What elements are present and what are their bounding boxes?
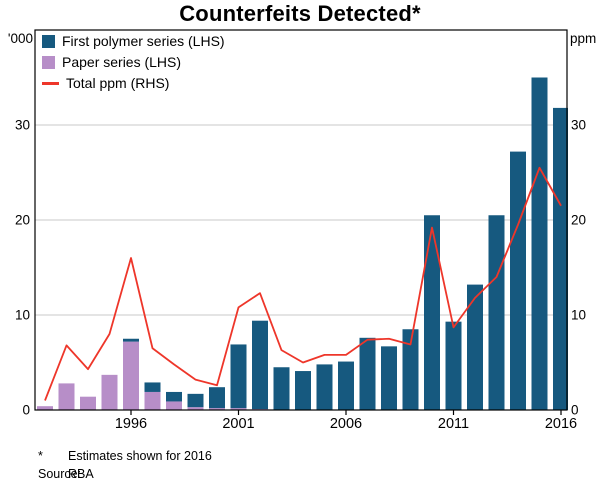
ppm-line-swatch-icon	[42, 82, 59, 85]
footnote-estimates: * Estimates shown for 2016	[38, 449, 212, 463]
paper-bar-1998	[166, 401, 182, 410]
legend-item-paper-series: Paper series (LHS)	[42, 55, 225, 70]
x-tick-label: 1996	[115, 416, 147, 432]
y-axis-labels: 0 10 20 30 0 10 20 30	[15, 118, 586, 418]
right-tick-label: 20	[571, 213, 586, 228]
polymer-bar-2013	[488, 215, 505, 410]
polymer-bar-2010	[424, 215, 440, 410]
paper-bar-1999	[187, 407, 204, 410]
left-tick-label: 10	[15, 308, 30, 323]
left-axis-unit: '000	[7, 31, 33, 46]
polymer-bar-2014	[510, 151, 526, 410]
polymer-bar-2008	[381, 346, 397, 410]
legend-label: Paper series (LHS)	[62, 54, 182, 70]
paper-bar-1992	[37, 406, 53, 410]
legend-item-total-ppm: Total ppm (RHS)	[42, 76, 225, 91]
polymer-bar-2000	[209, 387, 225, 409]
polymer-bar-2011	[445, 321, 462, 410]
polymer-bar-1996	[123, 338, 139, 342]
footnote-marker: *	[38, 449, 43, 463]
polymer-bar-2001	[230, 344, 247, 409]
legend-label: First polymer series (LHS)	[62, 33, 225, 49]
polymer-bar-1998	[166, 391, 182, 402]
polymer-bar-2016	[553, 107, 568, 411]
chart-title: Counterfeits Detected*	[179, 1, 421, 26]
paper-bar-2001	[230, 408, 247, 410]
paper-bar-1993	[58, 383, 75, 410]
polymer-bar-1997	[144, 382, 161, 392]
left-tick-label: 30	[15, 118, 30, 133]
paper-bar-1994	[80, 396, 96, 410]
polymer-bar-2012	[467, 284, 483, 410]
right-tick-label: 30	[571, 118, 586, 133]
polymer-bar-2002	[252, 320, 268, 410]
polymer-bar-2015	[531, 77, 548, 410]
polymer-bar-2005	[316, 364, 333, 410]
right-tick-label: 0	[571, 403, 579, 418]
legend: First polymer series (LHS) Paper series …	[42, 33, 229, 98]
polymer-bar-2003	[273, 367, 290, 410]
paper-bar-1995	[101, 374, 118, 410]
x-tick-label: 2001	[222, 416, 254, 432]
footnote-source: Source: RBA	[38, 467, 212, 481]
polymer-bar-1999	[187, 393, 204, 408]
legend-item-first-polymer: First polymer series (LHS)	[42, 34, 225, 49]
x-tick-label: 2006	[330, 416, 362, 432]
polymer-series-swatch-icon	[42, 35, 55, 48]
footnotes: * Estimates shown for 2016 Source: RBA	[38, 449, 212, 485]
paper-bar-2000	[209, 408, 225, 410]
legend-label: Total ppm (RHS)	[66, 75, 170, 91]
x-tick-label: 2016	[545, 416, 577, 432]
left-tick-label: 20	[15, 213, 30, 228]
left-tick-label: 0	[22, 403, 30, 418]
polymer-bar-2009	[402, 329, 419, 410]
plot-border	[34, 29, 568, 411]
source-label: Source:	[38, 467, 82, 481]
source-text: RBA	[68, 467, 94, 481]
polymer-bar-2007	[359, 337, 376, 410]
polymer-bar-2004	[295, 371, 311, 410]
total-ppm-line	[44, 166, 562, 401]
bars-group	[37, 77, 568, 411]
paper-bar-1997	[144, 391, 161, 410]
right-axis-unit: ppm	[570, 31, 597, 46]
footnote-text: Estimates shown for 2016	[68, 449, 212, 463]
polymer-bar-2006	[338, 361, 354, 410]
right-tick-label: 10	[571, 308, 586, 323]
paper-bar-1996	[123, 341, 139, 410]
x-axis-labels: 1996 2001 2006 2011 2016	[115, 410, 577, 432]
paper-series-swatch-icon	[42, 56, 55, 69]
x-tick-label: 2011	[438, 416, 469, 432]
